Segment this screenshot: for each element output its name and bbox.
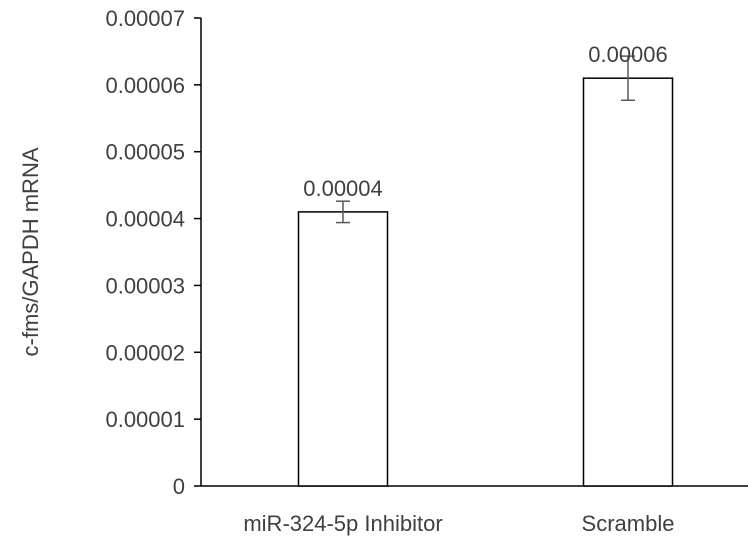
y-tick-label-0: 0 bbox=[173, 474, 185, 499]
x-axis: miR-324-5p Inhibitor Scramble bbox=[201, 485, 748, 536]
y-tick-label-1: 0.00001 bbox=[105, 407, 185, 432]
x-tick-label-1: Scramble bbox=[582, 511, 675, 536]
y-axis: 0 0.00001 0.00002 0.00003 0.00004 0.00005 0.00… bbox=[105, 6, 202, 499]
x-tick-label-0: miR-324-5p Inhibitor bbox=[243, 511, 442, 536]
bar-1 bbox=[582, 77, 674, 487]
y-axis-title: c-fms/GAPDH mRNA bbox=[18, 147, 43, 356]
data-labels: 0.00004 0.00006 bbox=[303, 42, 668, 201]
y-tick-label-2: 0.00002 bbox=[105, 340, 185, 365]
data-label-0: 0.00004 bbox=[303, 176, 383, 201]
y-tick-label-6: 0.00006 bbox=[105, 73, 185, 98]
y-tick-label-4: 0.00004 bbox=[105, 207, 185, 232]
data-label-1: 0.00006 bbox=[588, 42, 668, 67]
bar-0 bbox=[297, 211, 389, 487]
y-tick-label-5: 0.00005 bbox=[105, 140, 185, 165]
bars bbox=[297, 55, 674, 487]
y-tick-label-3: 0.00003 bbox=[105, 273, 185, 298]
y-tick-label-7: 0.00007 bbox=[105, 6, 185, 31]
